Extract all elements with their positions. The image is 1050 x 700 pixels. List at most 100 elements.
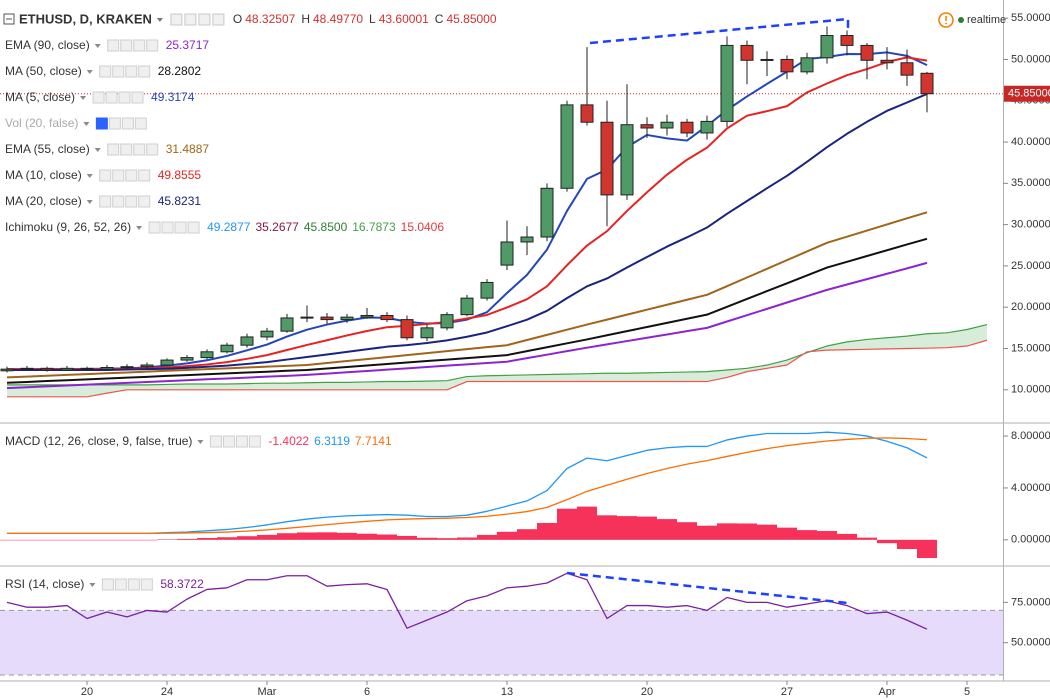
legend-dropdown[interactable] (197, 440, 204, 444)
legend-button[interactable] (120, 143, 133, 156)
symbol-title: ETHUSD, D, KRAKEN (19, 11, 152, 26)
legend-button[interactable] (107, 143, 120, 156)
legend-dropdown[interactable] (136, 226, 143, 230)
legend-button[interactable] (138, 195, 151, 208)
legend-dropdown[interactable] (94, 44, 101, 48)
candle-body (500, 241, 514, 266)
legend-button[interactable] (112, 169, 125, 182)
legend-button[interactable] (222, 435, 235, 448)
legend-button[interactable] (146, 143, 159, 156)
indicator-line (7, 93, 928, 371)
legend-button[interactable] (133, 39, 146, 52)
legend-button[interactable] (248, 435, 261, 448)
legend-dropdown[interactable] (86, 70, 93, 74)
legend-button[interactable] (148, 221, 161, 234)
legend-value: 31.4887 (166, 142, 210, 156)
legend-button[interactable] (125, 195, 138, 208)
histogram-bar (277, 533, 297, 540)
candle-body (120, 366, 134, 369)
legend-dropdown[interactable] (86, 200, 93, 204)
y-tick-label: 4.00000 (1011, 482, 1050, 494)
legend-button[interactable] (112, 65, 125, 78)
legend-dropdown[interactable] (86, 174, 93, 178)
plot-area (0, 26, 1003, 676)
legend-button[interactable] (121, 117, 134, 130)
histogram-bar (677, 522, 697, 540)
trend-line[interactable] (589, 17, 850, 45)
legend-button[interactable] (120, 39, 133, 52)
ohlc-key: L (369, 12, 376, 26)
candle-body (20, 367, 34, 370)
legend-button[interactable] (131, 91, 144, 104)
histogram-bar (897, 539, 917, 550)
y-tick-label: 75.00000 (1011, 596, 1050, 608)
legend-button[interactable] (125, 169, 138, 182)
dropdown-arrow[interactable] (156, 18, 163, 22)
legend-button[interactable] (112, 195, 125, 208)
legend-button[interactable] (118, 91, 131, 104)
legend-button[interactable] (99, 65, 112, 78)
header-button[interactable] (184, 13, 197, 26)
trend-line[interactable] (566, 571, 849, 605)
legend-button[interactable] (101, 578, 114, 591)
histogram-bar (317, 532, 337, 540)
header-button[interactable] (198, 13, 211, 26)
legend-button[interactable] (209, 435, 222, 448)
collapse-icon[interactable] (3, 13, 15, 25)
legend-dropdown[interactable] (94, 148, 101, 152)
legend-button[interactable] (107, 39, 120, 52)
histogram-bar (217, 537, 237, 540)
candle-body (140, 364, 154, 368)
histogram-bar (417, 537, 437, 540)
legend-button[interactable] (125, 65, 138, 78)
legend-button[interactable] (161, 221, 174, 234)
legend-button[interactable] (134, 117, 147, 130)
legend-button[interactable] (138, 169, 151, 182)
legend-dropdown[interactable] (89, 583, 96, 587)
y-tick-label: 25.00000 (1011, 260, 1050, 272)
histogram-bar (637, 516, 657, 540)
histogram-bar (97, 539, 117, 541)
ichimoku-lead-b (7, 339, 988, 398)
histogram-bar (177, 538, 197, 540)
candle-body (200, 351, 214, 359)
candle-body (220, 344, 234, 353)
header-button[interactable] (212, 13, 225, 26)
legend-button[interactable] (99, 169, 112, 182)
legend-value: 15.0406 (401, 220, 445, 234)
legend-button[interactable] (127, 578, 140, 591)
legend-button[interactable] (99, 195, 112, 208)
legend-dropdown[interactable] (80, 96, 87, 100)
legend-button[interactable] (133, 143, 146, 156)
legend-button[interactable] (105, 91, 118, 104)
legend-button[interactable] (187, 221, 200, 234)
candle-body (780, 58, 794, 73)
header-button[interactable] (170, 13, 183, 26)
legend-button[interactable] (140, 578, 153, 591)
x-tick-label: 6 (364, 686, 370, 698)
legend-dropdown[interactable] (83, 122, 90, 126)
legend-button[interactable] (114, 578, 127, 591)
legend-button[interactable] (235, 435, 248, 448)
candle-body (560, 104, 574, 189)
legend-value: 49.3174 (151, 90, 195, 104)
legend-button[interactable] (95, 117, 108, 130)
candle-body (380, 314, 394, 321)
histogram-bar (157, 539, 177, 540)
histogram-bar (437, 538, 457, 540)
ohlc-value: 48.32507 (245, 12, 295, 26)
legend-name: MA (20, close) (5, 194, 82, 208)
candle-body (860, 44, 874, 61)
candle-body (840, 35, 854, 46)
legend-button[interactable] (146, 39, 159, 52)
candle-body (700, 120, 714, 134)
legend-button[interactable] (174, 221, 187, 234)
legend-button[interactable] (92, 91, 105, 104)
legend-button[interactable] (108, 117, 121, 130)
candle-body (320, 316, 334, 321)
status-dot (958, 17, 964, 23)
alert-icon[interactable] (938, 12, 954, 28)
histogram-bar (717, 523, 737, 540)
candle-body (360, 314, 374, 318)
legend-button[interactable] (138, 65, 151, 78)
